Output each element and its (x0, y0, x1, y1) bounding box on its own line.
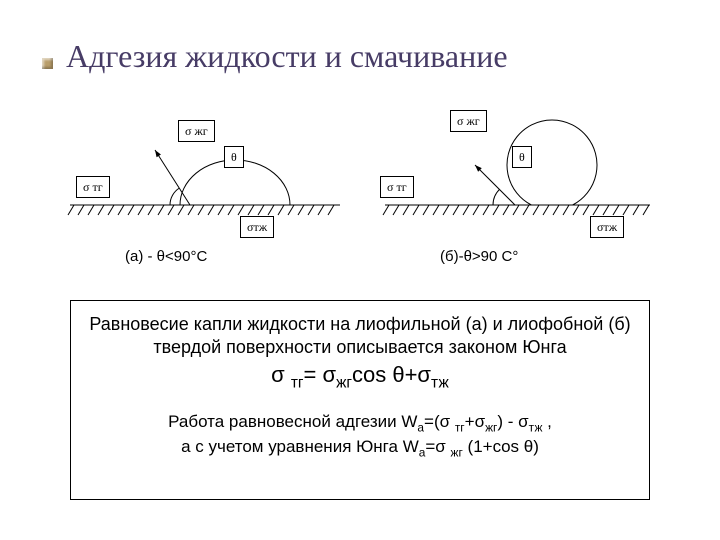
title-bullet (42, 58, 53, 69)
label-sigma-zhg-left: σ жг (178, 120, 215, 142)
adhesion-work-line1: Работа равновесной адгезии Wa=(σ тг+σжг)… (89, 411, 631, 436)
diagram-area: σ жг θ σ тг σтж (а) - θ<90°С σ жг θ σ тг… (60, 110, 670, 280)
adhesion-work-line2: а с учетом уравнения Юнга Wa=σ жг (1+cos… (89, 436, 631, 461)
label-sigma-zhg-right: σ жг (450, 110, 487, 132)
page-title: Адгезия жидкости и смачивание (66, 38, 508, 75)
caption-a: (а) - θ<90°С (125, 248, 207, 265)
description-line1: Равновесие капли жидкости на лиофильной … (89, 313, 631, 360)
label-sigma-tg-left: σ тг (76, 176, 110, 198)
label-sigma-tg-right: σ тг (380, 176, 414, 198)
label-theta-right: θ (512, 146, 532, 168)
label-theta-left: θ (224, 146, 244, 168)
young-equation: σ тг= σжгcos θ+σтж (89, 362, 631, 393)
caption-b: (б)-θ>90 С° (440, 248, 518, 265)
label-sigma-tzh-left: σтж (240, 216, 274, 238)
description-box: Равновесие капли жидкости на лиофильной … (70, 300, 650, 500)
label-sigma-tzh-right: σтж (590, 216, 624, 238)
